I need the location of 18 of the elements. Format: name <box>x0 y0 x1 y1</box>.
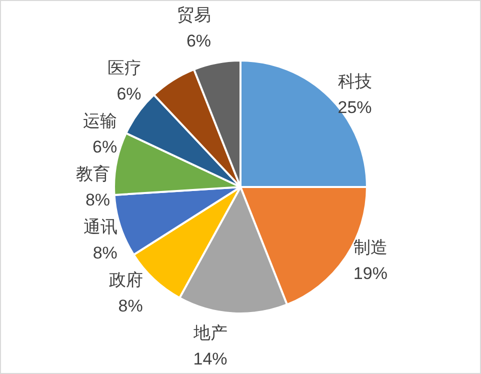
data-label: 6% <box>186 32 212 50</box>
data-label: 8% <box>118 296 143 316</box>
slice-label: 运输 <box>83 112 118 130</box>
slice-label: 医疗 <box>107 58 142 78</box>
data-label: 6% <box>92 138 118 156</box>
data-label: 14% <box>193 350 228 368</box>
slice-label: 教育 <box>76 164 110 184</box>
slice-label: 贸易 <box>177 6 212 24</box>
data-label: 8% <box>92 244 118 262</box>
slice-label: 政府 <box>108 270 143 290</box>
slice-label: 制造 <box>353 238 388 257</box>
slice-label: 科技 <box>338 72 372 92</box>
data-label: 25% <box>338 98 372 118</box>
slice-label: 通讯 <box>83 218 118 236</box>
slice-label: 地产 <box>192 324 228 342</box>
data-label: 8% <box>85 190 110 210</box>
data-label: 6% <box>116 84 142 104</box>
data-label: 19% <box>353 264 388 283</box>
